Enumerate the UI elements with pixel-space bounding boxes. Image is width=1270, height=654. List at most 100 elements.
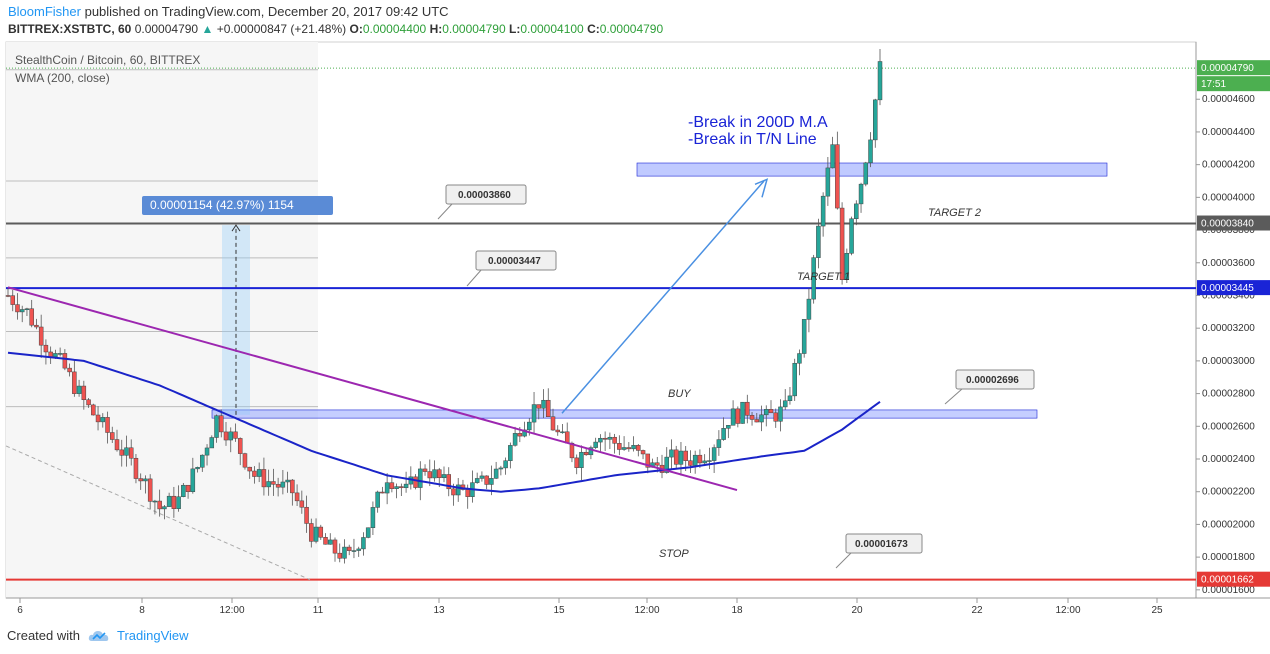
stop-text: STOP xyxy=(659,548,689,560)
price-tick-label: 0.00003200 xyxy=(1202,323,1255,334)
publish-info: published on TradingView.com, December 2… xyxy=(84,4,449,19)
price-tick-label: 0.00002000 xyxy=(1202,519,1255,530)
candle-body xyxy=(242,453,248,468)
candle-body xyxy=(285,479,290,483)
price-tick-label: 0.00002800 xyxy=(1202,389,1255,400)
candle-body xyxy=(560,431,565,434)
buy-zone xyxy=(211,409,1038,419)
candle-body xyxy=(133,457,139,479)
candle-body xyxy=(328,539,333,545)
candle-body xyxy=(91,404,96,416)
candle-body xyxy=(256,469,262,477)
callout-target1-text: 0.00003447 xyxy=(488,256,541,267)
symbol-label: BITTREX:XSTBTC, 60 xyxy=(8,22,132,36)
candle-body xyxy=(365,527,371,538)
price-tick-label: 0.00004000 xyxy=(1202,192,1255,203)
target1-price-label-bg xyxy=(1197,280,1270,296)
candle-body xyxy=(361,537,366,550)
last-price-label: 0.00004790 xyxy=(1201,63,1254,74)
candle-body xyxy=(711,447,717,461)
candle-body xyxy=(290,479,295,494)
candle-body xyxy=(820,195,826,227)
last-price-label-bg xyxy=(1197,60,1270,76)
price-tick-label: 0.00003400 xyxy=(1202,290,1255,301)
price-tick-label: 0.00004400 xyxy=(1202,127,1255,138)
candle-body xyxy=(157,500,162,510)
tradingview-cloud-icon xyxy=(88,630,109,641)
low-label: L: xyxy=(509,22,521,36)
candle-body xyxy=(574,457,579,468)
candle-body xyxy=(517,433,523,437)
candle-body xyxy=(76,385,82,394)
target1-text: TARGET 1 xyxy=(797,271,850,283)
candle-body xyxy=(664,456,669,473)
candle-body xyxy=(735,408,741,424)
candle-body xyxy=(579,451,584,468)
candle-body xyxy=(43,344,49,353)
candle-body xyxy=(678,450,684,465)
candle-body xyxy=(825,167,831,197)
tradingview-link[interactable]: TradingView xyxy=(88,628,189,643)
candles xyxy=(5,49,883,564)
candle-body xyxy=(128,447,134,459)
candle-body xyxy=(773,412,778,422)
candle-body xyxy=(707,460,712,462)
candle-body xyxy=(418,468,423,488)
candle-body xyxy=(209,437,215,449)
close-value: 0.00004790 xyxy=(599,22,664,36)
candle-body xyxy=(782,400,788,408)
last-price: 0.00004790 xyxy=(134,22,199,36)
candle-body xyxy=(427,471,433,479)
candle-body xyxy=(233,431,238,439)
candle-body xyxy=(95,414,101,423)
callout-stop-text: 0.00001673 xyxy=(855,539,908,550)
price-tick-label: 0.00002400 xyxy=(1202,454,1255,465)
candle-body xyxy=(877,61,883,101)
candle-body xyxy=(143,478,148,482)
candle-body xyxy=(162,506,167,510)
candle-body xyxy=(617,443,622,450)
candle-body xyxy=(110,432,115,440)
candle-body xyxy=(546,399,551,417)
author-link[interactable]: BloomFisher xyxy=(8,4,81,19)
candle-body xyxy=(811,257,816,300)
price-tick-label: 0.00002600 xyxy=(1202,421,1255,432)
candle-body xyxy=(858,183,864,205)
price-tick-label: 0.00001800 xyxy=(1202,552,1255,563)
candle-body xyxy=(479,475,485,479)
candle-body xyxy=(72,371,77,394)
candle-body xyxy=(636,445,641,451)
candle-body xyxy=(839,207,845,280)
price-tick-label: 0.00003000 xyxy=(1202,356,1255,367)
projection-arrow-head xyxy=(754,178,769,198)
time-tick-label: 20 xyxy=(851,605,863,616)
candle-body xyxy=(503,460,508,469)
footer: Created with TradingView xyxy=(7,628,189,643)
candle-body xyxy=(280,481,286,488)
candle-body xyxy=(801,319,807,354)
candle-body xyxy=(626,447,632,450)
candle-body xyxy=(764,409,769,416)
close-label: C: xyxy=(587,22,600,36)
annotation-break-ma: -Break in 200D M.A xyxy=(688,114,828,131)
candle-body xyxy=(498,467,504,470)
candle-body xyxy=(512,433,518,446)
candle-body xyxy=(57,353,63,355)
dashed-trend xyxy=(5,445,311,581)
candle-body xyxy=(621,447,627,450)
overlays xyxy=(7,178,881,493)
stop-price-label: 0.00001662 xyxy=(1201,575,1254,586)
candle-body xyxy=(294,492,300,502)
candle-body xyxy=(138,478,143,482)
measure-label-box xyxy=(142,196,333,215)
time-tick-label: 12:00 xyxy=(634,605,659,616)
candle-body xyxy=(531,404,537,423)
candle-body xyxy=(645,453,651,468)
time-tick-label: 12:00 xyxy=(1055,605,1080,616)
target1-price-label: 0.00003445 xyxy=(1201,283,1254,294)
target2-text: TARGET 2 xyxy=(928,207,981,219)
price-tick-label: 0.00004600 xyxy=(1202,94,1255,105)
candle-body xyxy=(399,486,404,489)
candle-body xyxy=(24,308,30,310)
